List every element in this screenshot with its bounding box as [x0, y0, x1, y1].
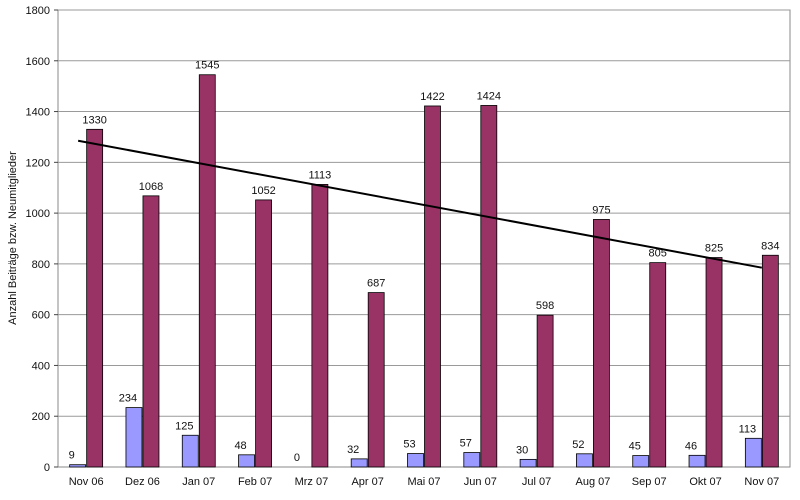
- data-label: 687: [367, 278, 385, 290]
- data-label: 125: [175, 420, 193, 432]
- gridlines: [58, 9, 790, 417]
- bar: [238, 454, 255, 468]
- bar: [125, 407, 143, 468]
- bars: [69, 74, 779, 468]
- data-label: 57: [460, 438, 472, 450]
- data-label: 1068: [139, 181, 163, 193]
- data-label: 1330: [82, 114, 106, 126]
- bar: [86, 128, 104, 468]
- y-tick-label: 1800: [26, 5, 50, 17]
- bar: [649, 262, 667, 468]
- data-label: 805: [649, 248, 667, 260]
- bar: [519, 458, 537, 468]
- x-tick-label: Dez 06: [125, 476, 160, 488]
- data-label: 1424: [477, 90, 501, 102]
- data-label: 30: [516, 444, 528, 456]
- x-tick-label: Jan 07: [182, 476, 215, 488]
- bar: [142, 195, 160, 468]
- bar: [69, 464, 87, 468]
- x-tick-label: Mai 07: [407, 476, 440, 488]
- plot-area: [57, 9, 791, 468]
- data-label: 0: [294, 452, 300, 464]
- y-tick-label: 1000: [26, 208, 50, 220]
- bar: [463, 452, 481, 468]
- data-label: 52: [572, 439, 584, 451]
- x-axis-ticks: Nov 06 Dez 06 Jan 07 Feb 07 Mrz 07 Apr 07 Mai …: [69, 476, 780, 488]
- trendline: [77, 139, 763, 269]
- y-tick-label: 800: [32, 259, 50, 271]
- y-tick-label: 0: [44, 462, 50, 474]
- y-tick-label: 400: [32, 360, 50, 372]
- data-label: 32: [347, 444, 359, 456]
- x-tick-label: Nov 07: [744, 476, 779, 488]
- data-label: 9: [69, 450, 75, 462]
- x-tick-label: Jun 07: [464, 476, 497, 488]
- x-tick-label: Apr 07: [351, 476, 383, 488]
- x-tick-label: Okt 07: [689, 476, 721, 488]
- y-axis-ticks: 0 200 400 600 800 1000 1200 1400 1600 1800: [26, 5, 58, 474]
- bar: [688, 454, 706, 468]
- data-labels: 9 1330 234 1068 125 1545 48 1052 0 1113 32 687 53 142…: [69, 60, 780, 464]
- data-label: 1422: [420, 91, 444, 103]
- x-tick-label: Jul 07: [522, 476, 551, 488]
- y-tick-label: 1600: [26, 56, 50, 68]
- data-label: 113: [739, 423, 757, 435]
- bar: [705, 257, 723, 468]
- x-tick-label: Feb 07: [238, 476, 272, 488]
- data-label: 46: [685, 440, 697, 452]
- x-tick-label: Nov 06: [69, 476, 104, 488]
- y-axis-title: Anzahl Beiträge bzw. Neumitglieder: [7, 151, 19, 325]
- bar: [367, 292, 385, 468]
- bar: [536, 314, 554, 468]
- data-label: 1052: [251, 185, 275, 197]
- data-label: 45: [629, 441, 641, 453]
- data-label: 53: [403, 439, 415, 451]
- bar: [407, 453, 424, 468]
- bar: [311, 184, 329, 468]
- y-tick-label: 1400: [26, 107, 50, 119]
- x-tick-label: Mrz 07: [295, 476, 329, 488]
- data-label: 1545: [195, 60, 219, 72]
- bar: [632, 455, 650, 468]
- x-tick-label: Aug 07: [575, 476, 610, 488]
- x-tick-label: Sep 07: [632, 476, 667, 488]
- bar: [480, 105, 498, 468]
- y-tick-label: 1200: [26, 157, 50, 169]
- y-tick-label: 200: [32, 411, 50, 423]
- bar: [198, 74, 216, 468]
- bar: [255, 199, 272, 468]
- bar: [576, 453, 593, 468]
- data-label: 48: [234, 440, 246, 452]
- bar: [181, 434, 199, 468]
- bar: [744, 437, 762, 468]
- bar: [424, 105, 441, 468]
- y-tick-label: 600: [32, 310, 50, 322]
- data-label: 1113: [308, 169, 331, 181]
- data-label: 234: [119, 393, 137, 405]
- data-label: 834: [761, 240, 779, 252]
- bar: [761, 254, 779, 468]
- data-label: 825: [705, 243, 723, 255]
- data-label: 598: [536, 300, 554, 312]
- data-label: 975: [592, 204, 610, 216]
- bar: [350, 458, 368, 468]
- bar: [593, 219, 610, 468]
